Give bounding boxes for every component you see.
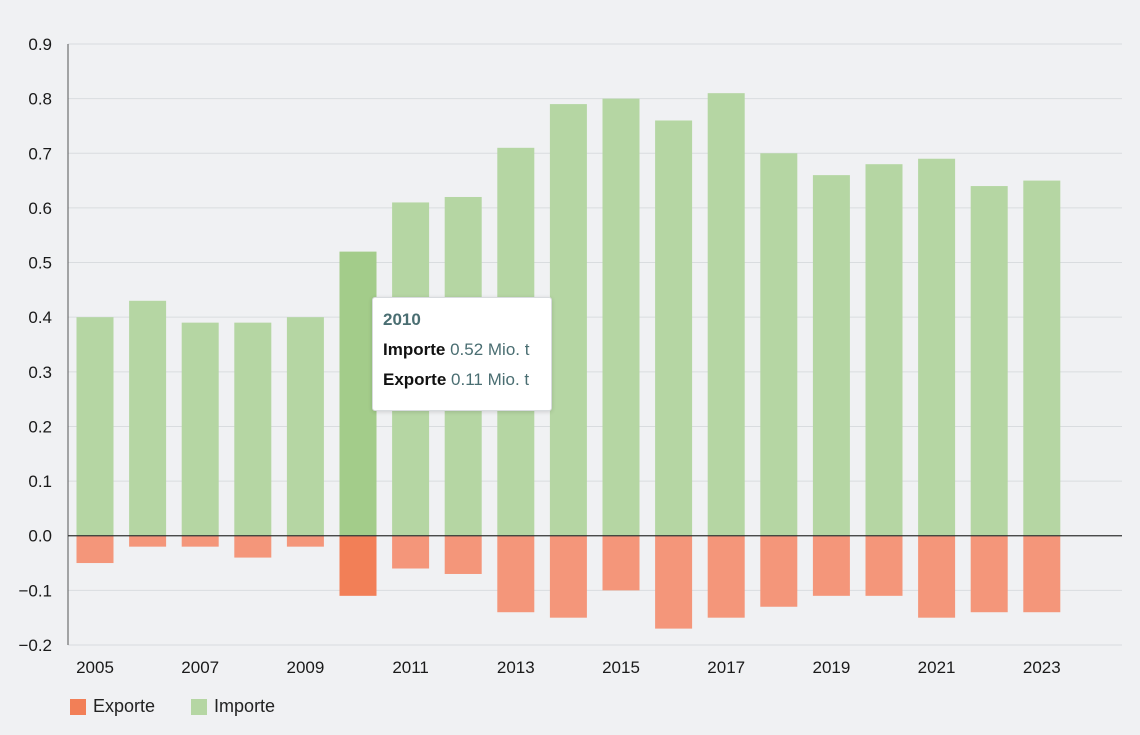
bar-exporte-2021[interactable]	[918, 535, 956, 618]
legend-swatch-exporte	[70, 698, 86, 715]
bar-exporte-2007[interactable]	[181, 535, 219, 547]
bar-exporte-2005[interactable]	[76, 535, 114, 564]
bar-exporte-2011[interactable]	[392, 535, 430, 569]
y-tick-label: 0.5	[28, 254, 52, 273]
y-tick-label: 0.9	[28, 35, 52, 54]
tooltip-key-importe: Importe	[383, 340, 446, 359]
bar-exporte-2014[interactable]	[549, 535, 587, 618]
bar-importe-2016[interactable]	[655, 120, 693, 536]
tooltip-row-exporte: Exporte 0.11 Mio. t	[383, 370, 541, 390]
legend-item-exporte[interactable]: Exporte	[70, 696, 155, 717]
x-tick-label: 2011	[392, 658, 429, 677]
bar-importe-2014[interactable]	[549, 104, 587, 536]
bar-importe-2009[interactable]	[286, 317, 324, 536]
y-tick-label: 0.1	[28, 472, 52, 491]
chart-legend: Exporte Importe	[70, 696, 275, 717]
bar-exporte-2015[interactable]	[602, 535, 640, 591]
tooltip-title: 2010	[383, 310, 421, 329]
tooltip-row-importe: Importe 0.52 Mio. t	[383, 340, 541, 360]
y-tick-label: 0.3	[28, 363, 52, 382]
bar-exporte-2006[interactable]	[129, 535, 167, 547]
y-tick-label: 0.0	[28, 527, 52, 546]
tooltip-value-importe: 0.52 Mio. t	[450, 340, 530, 359]
tooltip-value-exporte: 0.11 Mio. t	[451, 370, 530, 389]
y-tick-label: 0.2	[28, 417, 52, 436]
bar-importe-2006[interactable]	[129, 300, 167, 536]
bar-importe-2007[interactable]	[181, 322, 219, 536]
bar-importe-2021[interactable]	[918, 158, 956, 536]
x-tick-label: 2023	[1023, 658, 1061, 677]
chart-tooltip: 2010 Importe 0.52 Mio. t Exporte 0.11 Mi…	[372, 297, 552, 411]
y-tick-label: 0.4	[28, 308, 52, 327]
bar-importe-2008[interactable]	[234, 322, 272, 536]
x-tick-label: 2007	[181, 658, 219, 677]
y-tick-label: −0.1	[18, 581, 52, 600]
bar-exporte-2017[interactable]	[707, 535, 745, 618]
y-tick-label: −0.2	[18, 636, 52, 655]
legend-item-importe[interactable]: Importe	[191, 696, 275, 717]
bar-exporte-2023[interactable]	[1023, 535, 1061, 613]
tooltip-key-exporte: Exporte	[383, 370, 447, 389]
legend-label-importe: Importe	[214, 696, 276, 716]
y-tick-label: 0.6	[28, 199, 52, 218]
bar-exporte-2019[interactable]	[812, 535, 850, 596]
x-tick-label: 2017	[707, 658, 745, 677]
bar-importe-2018[interactable]	[760, 153, 798, 536]
bar-importe-2017[interactable]	[707, 93, 745, 536]
x-tick-label: 2015	[602, 658, 640, 677]
x-tick-label: 2009	[286, 658, 324, 677]
bar-exporte-2010[interactable]	[339, 535, 377, 596]
bar-importe-2005[interactable]	[76, 317, 114, 536]
bar-importe-2022[interactable]	[970, 186, 1008, 536]
bar-importe-2010[interactable]	[339, 251, 377, 536]
y-tick-label: 0.7	[28, 144, 52, 163]
bar-chart: 0.9 0.8 0.7 0.6 0.5 0.4 0.3 0.2 0.1 0.0 −0.1 −0.2 20…	[18, 35, 1122, 677]
bar-importe-2015[interactable]	[602, 98, 640, 536]
x-tick-label: 2019	[812, 658, 850, 677]
x-tick-label: 2021	[918, 658, 956, 677]
bar-exporte-2018[interactable]	[760, 535, 798, 607]
bar-exporte-2020[interactable]	[865, 535, 903, 596]
y-tick-label: 0.8	[28, 90, 52, 109]
bar-exporte-2022[interactable]	[970, 535, 1008, 613]
bar-exporte-2013[interactable]	[497, 535, 535, 613]
x-tick-label: 2005	[76, 658, 114, 677]
bar-exporte-2009[interactable]	[286, 535, 324, 547]
x-tick-label: 2013	[497, 658, 535, 677]
legend-swatch-importe	[191, 698, 208, 715]
bar-importe-2023[interactable]	[1023, 180, 1061, 536]
bar-importe-2020[interactable]	[865, 164, 903, 536]
legend-label-exporte: Exporte	[93, 696, 156, 716]
bar-exporte-2016[interactable]	[655, 535, 693, 629]
bar-importe-2019[interactable]	[812, 175, 850, 536]
bar-exporte-2012[interactable]	[444, 535, 482, 574]
bar-exporte-2008[interactable]	[234, 535, 272, 558]
